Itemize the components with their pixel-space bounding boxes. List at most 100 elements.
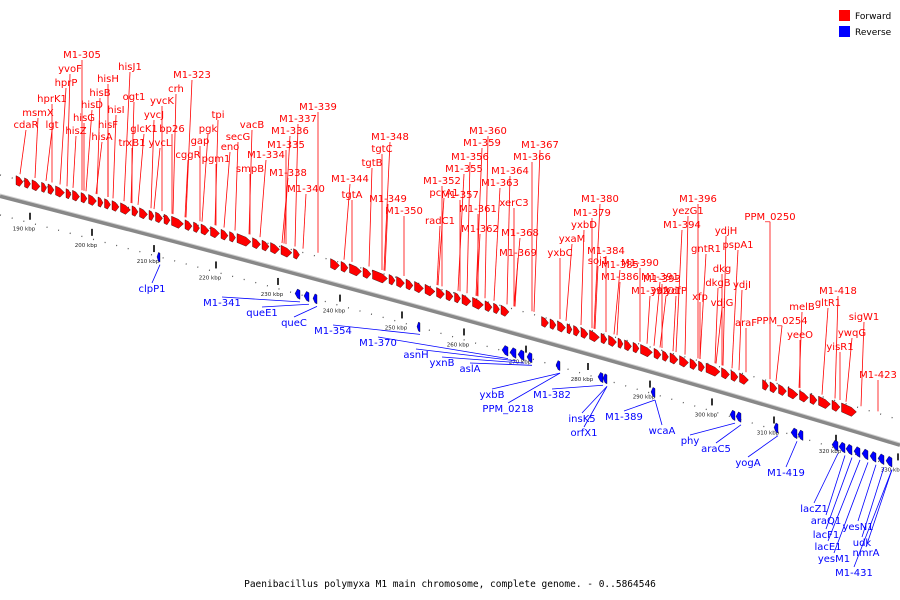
forward-gene-label-leader (302, 193, 307, 249)
reverse-gene-arrow (831, 439, 839, 452)
reverse-gene-label: queC (281, 318, 307, 329)
reverse-gene-label: aslA (460, 364, 481, 375)
forward-gene-label: araF (735, 318, 757, 329)
forward-gene-label-leader (384, 203, 389, 271)
scale-tick-label: 190 kbp (13, 227, 36, 233)
reverse-gene-label-leader (332, 324, 421, 335)
forward-gene-arrow (831, 399, 841, 412)
forward-gene-label: radC1 (425, 216, 455, 227)
forward-gene-label-leader (594, 265, 599, 330)
reverse-gene-label-leader (469, 362, 533, 366)
forward-gene-label-leader (514, 257, 519, 307)
forward-gene-arrow (445, 289, 454, 302)
forward-gene-arrow (566, 323, 573, 335)
forward-gene-label-leader (715, 307, 723, 364)
forward-gene-label-leader (821, 307, 829, 395)
reverse-gene-label-leader (441, 356, 525, 364)
forward-gene-label: ogt1 (123, 92, 146, 103)
forward-gene-arrow (24, 177, 31, 189)
forward-gene-label-leader (699, 253, 707, 359)
forward-gene-label-leader (201, 133, 209, 222)
forward-gene-label-leader (45, 129, 53, 181)
tick-layer: 190 kbp 200 kbp 210 kbp 220 kbp 230 kbp 240 k… (13, 212, 900, 473)
forward-gene-arrow (436, 287, 445, 299)
forward-gene-label-leader (437, 197, 445, 286)
forward-gene-label: smpB (236, 164, 264, 175)
forward-gene-label-leader (383, 141, 391, 271)
reverse-gene-label: yogA (735, 458, 760, 469)
forward-gene-label-leader (672, 295, 677, 352)
forward-gene-label-leader (798, 311, 803, 388)
forward-gene-arrow (624, 339, 632, 352)
reverse-gene-label-leader (827, 459, 861, 542)
forward-gene-arrow (617, 337, 624, 349)
forward-gene-arrow (549, 318, 557, 330)
reverse-gene-label-leader (491, 372, 561, 390)
scale-tick-label: 260 kbp (447, 342, 470, 348)
reverse-gene-label-leader (689, 422, 736, 436)
forward-gene-arrow (580, 327, 589, 339)
forward-gene-label: yvcJ (144, 110, 164, 121)
forward-gene-label: yvcK (150, 96, 174, 107)
reverse-gene-label: orfX1 (571, 428, 598, 439)
forward-gene-label: secG (226, 132, 251, 143)
forward-gene-label: vdjG (711, 298, 734, 309)
scale-tick-label: 310 kbp (757, 430, 780, 436)
forward-gene-arrow (388, 274, 396, 286)
reverse-gene-arrow (597, 372, 604, 384)
forward-gene-arrow (600, 332, 608, 345)
reverse-gene-label: PPM_0218 (482, 404, 533, 415)
forward-gene-label: hisG (73, 113, 95, 124)
reverse-gene-arrow (555, 360, 561, 371)
forward-gene-label-leader (775, 325, 783, 382)
forward-gene-label: M1-338 (269, 168, 307, 179)
forward-gene-arrow (730, 370, 739, 382)
scale-tick-label: 220 kbp (199, 275, 222, 281)
forward-gene-label: hisJ1 (118, 62, 142, 73)
forward-gene-label-leader (19, 129, 27, 175)
forward-gene-label-leader (137, 133, 145, 205)
forward-gene-label: M1-393 (643, 274, 681, 285)
forward-gene-arrow (818, 395, 831, 409)
forward-gene-label: pgk (199, 124, 218, 135)
forward-gene-arrow (15, 175, 24, 187)
forward-gene-label: M1-391 (641, 272, 679, 283)
forward-gene-arrow (461, 294, 472, 307)
forward-gene-label: M1-418 (819, 286, 857, 297)
forward-gene-label: ydjI (733, 280, 751, 291)
forward-gene-label-leader (506, 175, 511, 305)
reverse-gene-label: M1-389 (605, 412, 643, 423)
forward-gene-arrow (769, 381, 778, 394)
forward-gene-label-leader (616, 281, 621, 336)
forward-gene-label-leader (112, 114, 117, 199)
forward-gene-label-leader (95, 141, 103, 194)
scale-tick-label: 200 kbp (75, 243, 98, 249)
forward-gene-label-leader (59, 87, 67, 185)
reverse-gene-arrow (735, 411, 742, 423)
scale-tick-label: 240 kbp (323, 309, 346, 315)
forward-gene-label: yezG1 (672, 206, 703, 217)
forward-gene-label: M1-384 (587, 246, 625, 257)
map-caption: Paenibacillus polymyxa M1 main chromosom… (244, 579, 656, 590)
forward-gene-label-leader (580, 229, 585, 326)
forward-gene-arrow (261, 239, 270, 252)
scale-tick-label: 250 kbp (385, 325, 408, 331)
forward-gene-label: yxbD (571, 220, 597, 231)
reverse-gene-label-leader (623, 399, 656, 412)
forward-gene-label: dkg (713, 264, 732, 275)
forward-gene-arrow (739, 372, 749, 385)
forward-gene-label: glcK1 (130, 124, 158, 135)
reverse-gene-arrow (861, 448, 869, 461)
forward-gene-label: hisA (91, 132, 112, 143)
forward-gene-arrow (163, 213, 171, 226)
forward-gene-label: hisZ (65, 126, 86, 137)
forward-gene-label-leader (653, 281, 661, 346)
legend-forward-label: Forward (855, 12, 891, 22)
forward-gene-arrow (193, 221, 200, 233)
forward-gene-label: cggR (175, 150, 200, 161)
reverse-gene-arrow (416, 321, 421, 333)
forward-gene-label-leader (738, 289, 743, 371)
reverse-gene-arrow (853, 446, 861, 458)
forward-gene-arrow (669, 352, 679, 365)
